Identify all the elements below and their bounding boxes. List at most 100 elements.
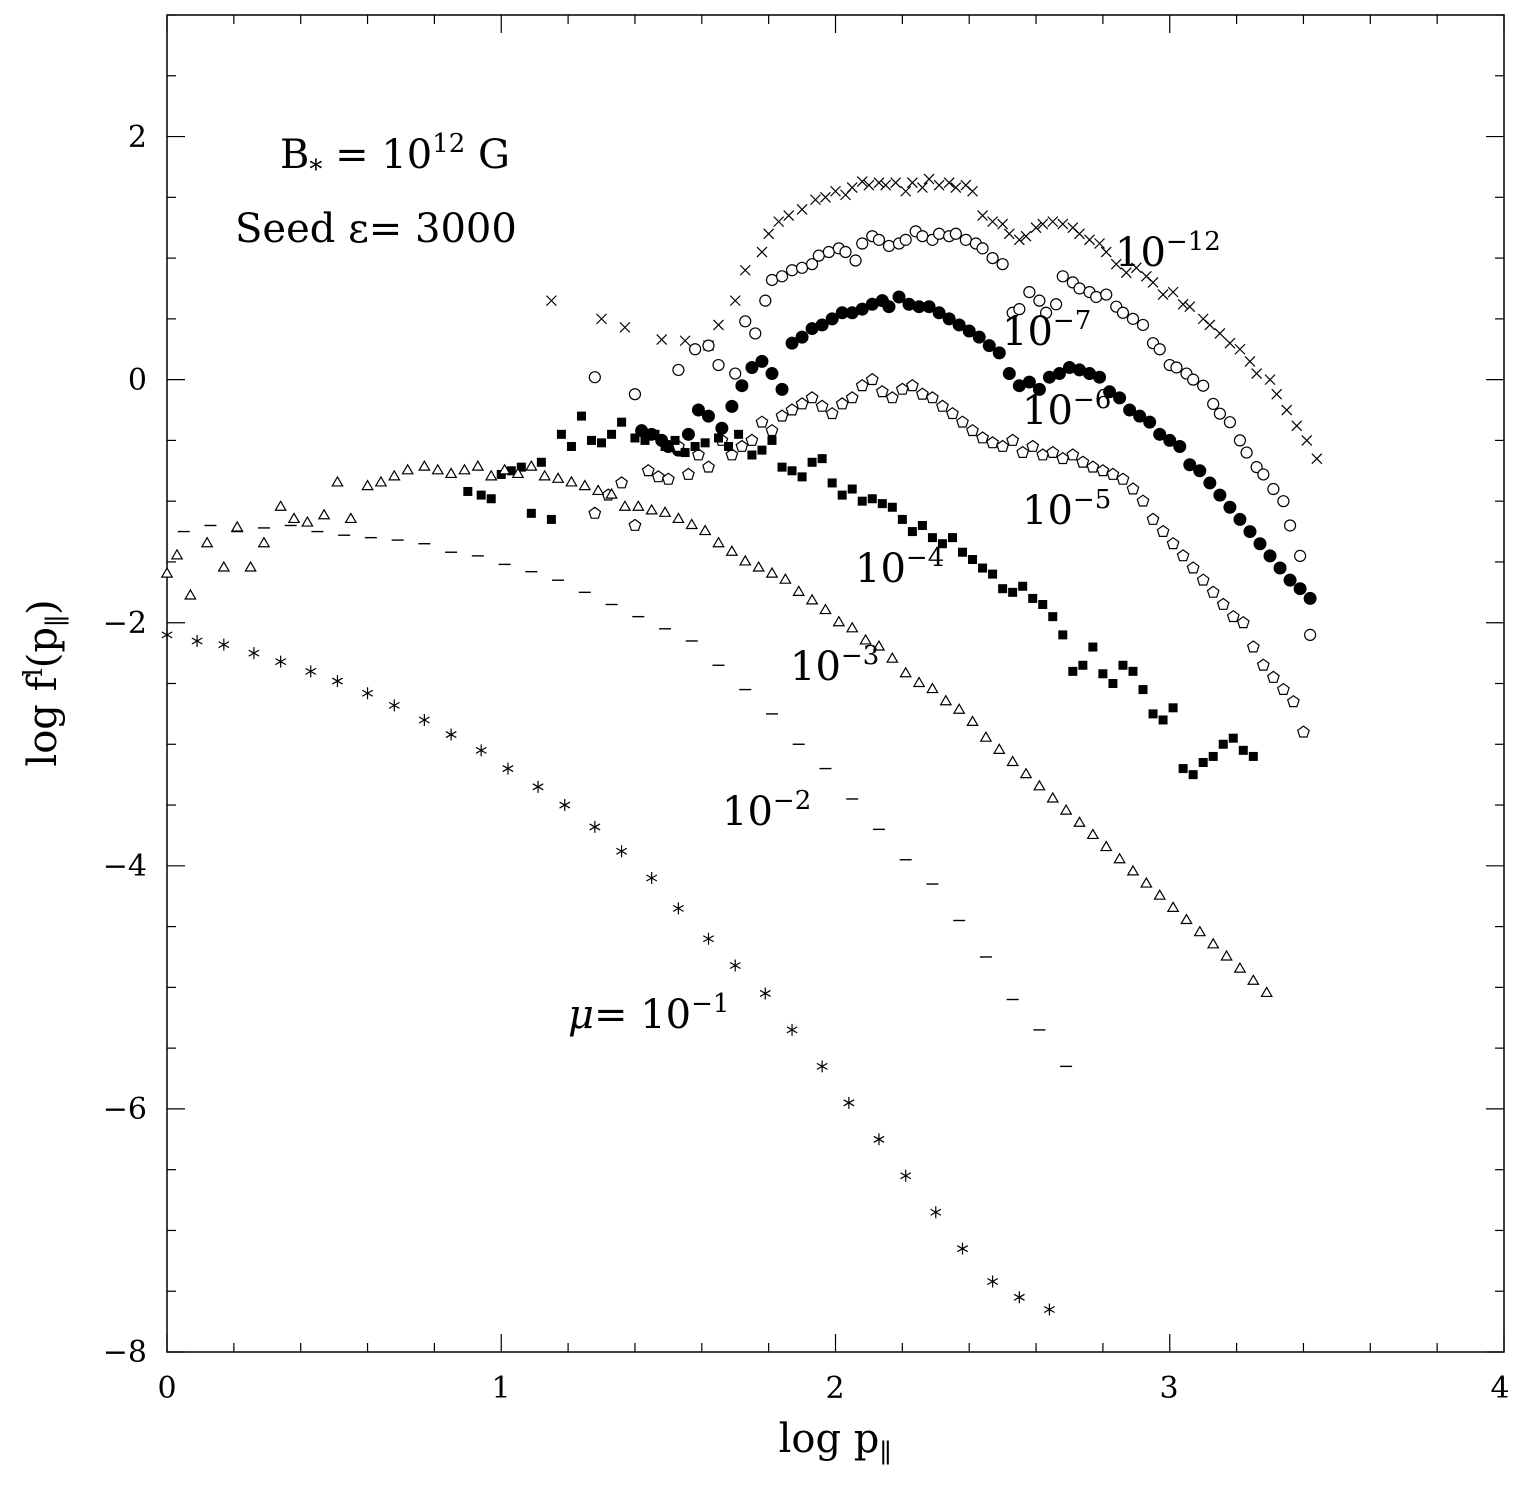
point-filled-square bbox=[988, 569, 998, 579]
point-cross bbox=[1013, 234, 1025, 246]
point-filled-square bbox=[1058, 630, 1068, 640]
point-open-triangle bbox=[184, 588, 197, 600]
point-open-circle bbox=[899, 233, 912, 246]
point-open-circle bbox=[1207, 397, 1220, 411]
point-open-triangle bbox=[1193, 925, 1207, 937]
point-open-triangle bbox=[331, 475, 344, 487]
series-mu_1e-5 bbox=[588, 372, 1310, 738]
point-open-triangle bbox=[1059, 803, 1073, 815]
series-label-exp: −6 bbox=[1073, 385, 1111, 415]
y-axis-title-arg: (p bbox=[20, 627, 66, 668]
annotation-field-eq: = 10 bbox=[322, 132, 432, 178]
point-filled-circle bbox=[1183, 458, 1197, 472]
series-label-exp: −4 bbox=[906, 543, 944, 573]
point-open-triangle bbox=[287, 512, 301, 524]
point-asterisk bbox=[218, 638, 230, 651]
point-cross bbox=[856, 176, 868, 187]
point-cross bbox=[756, 246, 768, 258]
point-open-pentagon bbox=[855, 378, 869, 392]
point-cross bbox=[1074, 228, 1085, 240]
point-open-triangle bbox=[1019, 767, 1033, 779]
point-filled-circle bbox=[1193, 464, 1207, 478]
point-cross bbox=[1291, 420, 1303, 432]
annotation-field-b: B bbox=[280, 132, 309, 178]
series-mu_1e-4 bbox=[463, 411, 1258, 780]
point-open-circle bbox=[1170, 361, 1183, 374]
point-open-triangle bbox=[418, 459, 431, 471]
point-filled-circle bbox=[1223, 500, 1237, 514]
point-open-circle bbox=[672, 363, 685, 377]
point-filled-square bbox=[476, 490, 486, 500]
point-open-triangle bbox=[1113, 852, 1126, 864]
point-open-circle bbox=[729, 367, 742, 380]
point-open-pentagon bbox=[835, 397, 849, 410]
point-open-pentagon bbox=[895, 382, 909, 395]
point-cross bbox=[933, 179, 945, 191]
point-filled-circle bbox=[1293, 582, 1307, 596]
point-cross bbox=[713, 319, 724, 331]
point-filled-square bbox=[724, 441, 734, 451]
point-cross bbox=[763, 228, 775, 240]
point-cross bbox=[1030, 222, 1042, 234]
point-cross bbox=[796, 204, 808, 215]
point-filled-square bbox=[546, 514, 556, 524]
point-open-circle bbox=[689, 343, 702, 356]
point-filled-circle bbox=[972, 330, 986, 344]
point-open-triangle bbox=[511, 467, 525, 479]
point-cross bbox=[820, 191, 831, 203]
point-asterisk bbox=[616, 845, 628, 858]
point-filled-square bbox=[857, 496, 867, 506]
point-filled-square bbox=[690, 441, 700, 451]
point-open-pentagon bbox=[1286, 694, 1300, 708]
point-cross bbox=[906, 177, 918, 189]
point-asterisk bbox=[388, 699, 400, 712]
point-asterisk bbox=[930, 1206, 942, 1219]
point-open-pentagon bbox=[775, 409, 789, 422]
point-open-triangle bbox=[912, 676, 926, 688]
point-cross bbox=[810, 194, 821, 206]
point-open-pentagon bbox=[785, 403, 799, 416]
point-filled-circle bbox=[1273, 561, 1287, 575]
point-asterisk bbox=[672, 902, 684, 915]
point-open-circle bbox=[933, 227, 946, 240]
point-open-triangle bbox=[979, 730, 993, 742]
point-filled-square bbox=[576, 411, 586, 421]
point-open-circle bbox=[1116, 306, 1130, 319]
point-open-circle bbox=[785, 264, 799, 277]
point-filled-square bbox=[1118, 660, 1128, 670]
point-filled-square bbox=[917, 520, 927, 530]
point-filled-square bbox=[630, 433, 640, 443]
point-cross bbox=[1120, 267, 1132, 279]
x-tick-label: 3 bbox=[1159, 1371, 1178, 1406]
point-cross bbox=[916, 182, 928, 194]
point-filled-circle bbox=[1103, 385, 1117, 399]
point-open-circle bbox=[976, 242, 989, 255]
y-axis-title-sup: l bbox=[19, 668, 49, 676]
x-tick-label: 0 bbox=[157, 1371, 176, 1406]
point-open-circle bbox=[1283, 519, 1297, 532]
point-filled-square bbox=[998, 584, 1008, 594]
point-filled-square bbox=[907, 527, 917, 537]
point-filled-square bbox=[787, 466, 797, 476]
point-open-pentagon bbox=[1006, 433, 1020, 446]
point-filled-square bbox=[1008, 587, 1018, 597]
point-cross bbox=[1167, 286, 1179, 298]
point-open-triangle bbox=[779, 572, 792, 584]
x-axis-title-main: log p bbox=[779, 1416, 880, 1462]
series-label-base: 10 bbox=[855, 546, 906, 592]
point-open-pentagon bbox=[745, 433, 759, 446]
point-open-circle bbox=[759, 294, 772, 307]
point-open-triangle bbox=[845, 621, 859, 633]
point-open-triangle bbox=[160, 566, 174, 578]
point-open-pentagon bbox=[692, 448, 705, 461]
point-cross bbox=[783, 210, 795, 221]
point-open-triangle bbox=[1233, 961, 1247, 973]
point-open-circle bbox=[996, 258, 1009, 271]
point-open-triangle bbox=[361, 479, 374, 491]
point-open-triangle bbox=[1206, 937, 1220, 949]
point-filled-square bbox=[1018, 581, 1028, 591]
point-asterisk bbox=[502, 762, 514, 775]
point-open-triangle bbox=[1153, 889, 1166, 900]
point-filled-square bbox=[1138, 685, 1148, 695]
point-filled-square bbox=[777, 462, 787, 472]
